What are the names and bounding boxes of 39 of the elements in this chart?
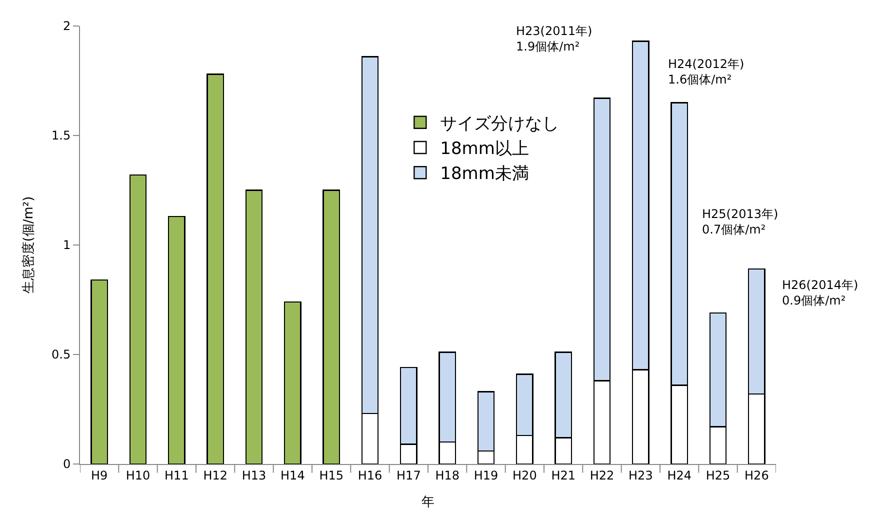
bar — [245, 190, 263, 464]
bar — [129, 174, 147, 464]
text: H26(2014年) 0.9個体/m² — [782, 278, 858, 308]
x-tick-label: H21 — [551, 468, 576, 482]
x-tick-label: H19 — [474, 468, 498, 482]
annotation: H24(2012年) 1.6個体/m² — [668, 57, 744, 87]
x-tick-label: H26 — [744, 468, 769, 482]
x-tick-label: H20 — [512, 468, 537, 482]
x-tick-label: H24 — [667, 468, 692, 482]
bar — [206, 74, 224, 464]
x-axis-title: 年 — [422, 495, 434, 510]
x-tick-label: H17 — [396, 468, 421, 482]
x-tick-label: H18 — [435, 468, 460, 482]
y-tick-label: 1.5 — [52, 128, 71, 143]
y-axis-title: 生息密度(個/m²) — [20, 196, 36, 294]
x-tick-label: H9 — [90, 468, 108, 482]
y-tick-label: 1 — [62, 238, 71, 252]
y-tick-label: 2 — [62, 19, 71, 34]
bar — [90, 279, 108, 464]
annotation: H25(2013年) 0.7個体/m² — [702, 207, 778, 237]
bar — [322, 190, 340, 464]
y-tick-label: 0.5 — [52, 348, 71, 362]
annotation: H23(2011年) 1.9個体/m² — [516, 24, 592, 54]
x-tick-label: H11 — [164, 468, 189, 482]
legend-label: 18mm未満 — [440, 164, 529, 184]
bar — [284, 301, 302, 464]
x-tick-label: H13 — [242, 468, 266, 482]
x-tick-label: H25 — [706, 468, 730, 482]
x-tick-label: H15 — [319, 468, 344, 482]
x-tick-label: H22 — [590, 468, 614, 482]
x-tick-label: H12 — [203, 468, 228, 482]
x-tick-label: H14 — [280, 468, 305, 482]
y-tick-label: 0 — [62, 457, 71, 472]
legend-label: サイズ分けなし — [440, 114, 560, 134]
x-tick-label: H10 — [126, 468, 150, 482]
x-tick-label: H16 — [358, 468, 382, 482]
legend-label: 18mm以上 — [440, 139, 529, 160]
bar — [168, 216, 186, 464]
x-tick-label: H23 — [628, 468, 653, 482]
